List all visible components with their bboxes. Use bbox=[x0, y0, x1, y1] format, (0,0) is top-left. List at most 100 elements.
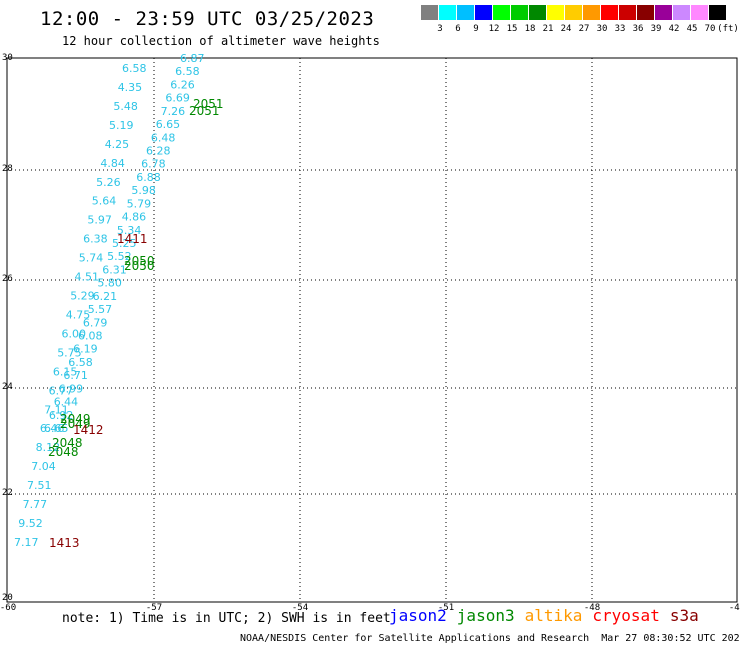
latitude-tick-label: 24 bbox=[2, 382, 13, 392]
swh-value: 7.04 bbox=[31, 460, 56, 473]
scale-swatch bbox=[493, 5, 510, 20]
units-note: note: 1) Time is in UTC; 2) SWH is in fe… bbox=[62, 611, 391, 626]
scale-swatch bbox=[709, 5, 726, 20]
swh-value: 6.44 bbox=[54, 396, 78, 409]
swh-value: 5.19 bbox=[109, 119, 134, 132]
swh-value: 6.58 bbox=[175, 65, 200, 78]
swh-value: 7.51 bbox=[27, 479, 52, 492]
swh-value: 5.98 bbox=[131, 184, 156, 197]
scale-label: 15 bbox=[506, 24, 518, 34]
latitude-tick-label: 26 bbox=[2, 274, 13, 284]
swh-value: 5.29 bbox=[70, 290, 95, 303]
swh-value: 6.92 bbox=[49, 409, 74, 422]
scale-label: 6 bbox=[455, 24, 461, 34]
scale-swatch bbox=[547, 5, 564, 20]
latitude-tick-label: 30 bbox=[2, 53, 13, 63]
latitude-tick-label: 28 bbox=[2, 164, 13, 174]
scale-swatch bbox=[475, 5, 492, 20]
scale-label: 36 bbox=[632, 24, 644, 34]
scale-swatch bbox=[619, 5, 636, 20]
satellite-legend: jason2 jason3 altika cryosat s3a bbox=[389, 606, 709, 625]
longitude-labels: -60 -57 -54 -51 -48 -45 bbox=[0, 603, 740, 613]
scale-label: 12 bbox=[488, 24, 500, 34]
scale-swatch bbox=[637, 5, 654, 20]
swh-value: 6.38 bbox=[83, 233, 108, 246]
swh-track-west: 6.58 4.35 5.48 5.19 4.25 4.84 5.26 5.64 5.97 6.38… bbox=[14, 62, 147, 549]
footer-org: NOAA/NESDIS Center for Satellite Applica… bbox=[240, 633, 590, 644]
page-subtitle: 12 hour collection of altimeter wave hei… bbox=[62, 34, 380, 48]
swh-value: 6.26 bbox=[170, 78, 195, 91]
swh-value: 5.34 bbox=[117, 224, 141, 237]
scale-label: 45 bbox=[686, 24, 698, 34]
longitude-tick-label: -51 bbox=[438, 603, 454, 613]
swh-value: 6.65 bbox=[156, 118, 181, 131]
swh-value: 7.77 bbox=[23, 498, 47, 511]
swh-value: 6.71 bbox=[63, 369, 88, 382]
jason3-pass-label: 2049 bbox=[60, 417, 91, 431]
scale-label: 18 bbox=[524, 24, 536, 34]
cryosat-pass-label: 1411 bbox=[117, 232, 148, 246]
swh-value: 5.25 bbox=[112, 237, 137, 250]
scale-swatch bbox=[583, 5, 600, 20]
swh-value: 6.31 bbox=[102, 263, 127, 276]
longitude-tick-label: -48 bbox=[584, 603, 600, 613]
swh-value: 4.75 bbox=[66, 309, 91, 322]
cryosat-pass-label: 1413 bbox=[49, 536, 80, 550]
scale-swatch bbox=[529, 5, 546, 20]
longitude-tick-label: -45 bbox=[729, 603, 740, 613]
swh-value: 4.35 bbox=[118, 81, 143, 94]
scale-swatch bbox=[565, 5, 582, 20]
scale-swatch bbox=[439, 5, 456, 20]
scale-label: 42 bbox=[668, 24, 680, 34]
scale-swatch bbox=[691, 5, 708, 20]
swh-value: 6.58 bbox=[68, 356, 93, 369]
swh-value: 4.84 bbox=[100, 157, 125, 170]
jason3-pass-label: 2048 bbox=[52, 436, 83, 450]
swh-value: 6.46 bbox=[40, 422, 65, 435]
satellite-jason2: jason2 bbox=[389, 606, 447, 625]
scale-label: 30 bbox=[596, 24, 608, 34]
jason3-pass-label: 2051 bbox=[193, 97, 224, 111]
swh-value: 5.74 bbox=[79, 252, 104, 265]
scale-swatch bbox=[655, 5, 672, 20]
jason3-pass-label: 2048 bbox=[48, 445, 79, 459]
grid-lines bbox=[7, 58, 737, 602]
scale-label: 9 bbox=[473, 24, 479, 34]
swh-value: 6.48 bbox=[151, 131, 176, 144]
scale-swatch bbox=[457, 5, 474, 20]
swh-value: 4.86 bbox=[122, 211, 147, 224]
swh-value: 6.99 bbox=[59, 382, 84, 395]
swh-track-east: 6.876.586.266.697.266.656.486.286.786.88… bbox=[44, 52, 205, 435]
scale-label: 24 bbox=[560, 24, 572, 34]
swh-value: 6.15 bbox=[53, 365, 78, 378]
swh-value: 5.79 bbox=[127, 197, 152, 210]
swh-value: 4.51 bbox=[75, 271, 100, 284]
satellite-s3a: s3a bbox=[669, 606, 699, 625]
swh-value: 6.79 bbox=[83, 316, 108, 329]
scale-label: 33 bbox=[614, 24, 626, 34]
scale-label: 27 bbox=[578, 24, 590, 34]
swh-value: 6.88 bbox=[136, 171, 161, 184]
scale-swatch bbox=[673, 5, 690, 20]
swh-value: 7.26 bbox=[161, 105, 186, 118]
scale-swatch bbox=[421, 5, 438, 20]
scale-label: 3 bbox=[437, 24, 443, 34]
swh-value: 6.28 bbox=[146, 145, 171, 158]
scale-label: 70 bbox=[704, 24, 716, 34]
jason3-pass-label: 2049 bbox=[60, 412, 91, 426]
swh-value: 5.52 bbox=[107, 250, 132, 263]
swh-value: 4.25 bbox=[105, 138, 130, 151]
swh-value: 6.58 bbox=[122, 62, 147, 75]
swh-value: 7.17 bbox=[14, 536, 39, 549]
footer: NOAA/NESDIS Center for Satellite Applica… bbox=[240, 633, 740, 644]
jason3-pass-label: 2050 bbox=[124, 259, 155, 273]
map-frame bbox=[6, 57, 738, 603]
swh-value: 6.77 bbox=[49, 384, 74, 397]
swh-value: 6.19 bbox=[73, 343, 98, 356]
swh-value: 6.87 bbox=[180, 52, 205, 65]
swh-value: 5.75 bbox=[57, 346, 81, 359]
swh-value: 6.65 bbox=[44, 422, 69, 435]
satellite-cryosat: cryosat bbox=[592, 606, 660, 625]
